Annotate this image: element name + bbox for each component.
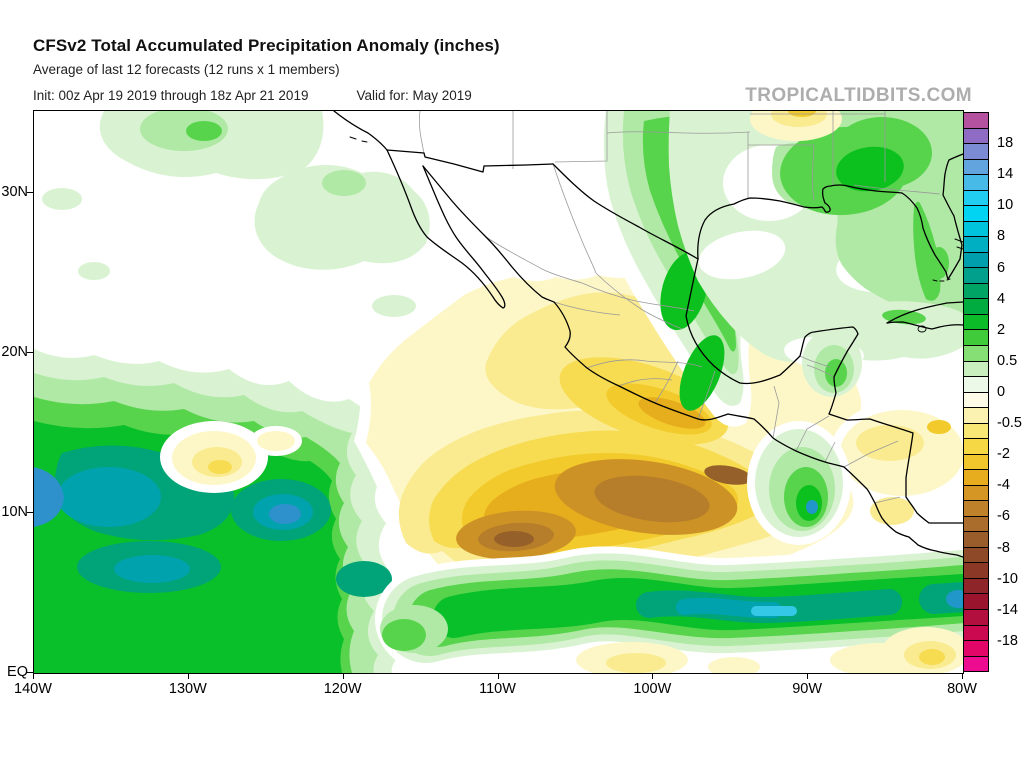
colorbar-tick-label: 0 bbox=[997, 384, 1006, 400]
colorbar-tick-label: -14 bbox=[997, 601, 1018, 618]
colorbar-cell bbox=[964, 190, 988, 207]
x-tick-mark bbox=[962, 673, 963, 679]
colorbar-cell bbox=[964, 423, 988, 440]
colorbar-cell bbox=[964, 594, 988, 610]
colorbar-cell bbox=[964, 439, 988, 455]
colorbar-cell bbox=[964, 656, 988, 672]
colorbar-tick-label: 0.5 bbox=[997, 352, 1018, 369]
colorbar-tick-label: 18 bbox=[997, 135, 1014, 152]
colorbar-tick-label: -0.5 bbox=[997, 415, 1022, 432]
colorbar-tick-label: -2 bbox=[997, 446, 1010, 463]
colorbar-cell bbox=[964, 221, 988, 238]
valid-label: Valid for: May 2019 bbox=[356, 88, 472, 103]
colorbar-cell bbox=[964, 454, 988, 471]
colorbar-cell bbox=[964, 392, 988, 409]
x-tick-mark bbox=[652, 673, 654, 679]
colorbar-tick-label: -6 bbox=[997, 508, 1010, 525]
y-tick-mark bbox=[27, 352, 33, 353]
colorbar-cell bbox=[964, 625, 988, 642]
colorbar-cell bbox=[964, 516, 988, 533]
colorbar-tick-label: -18 bbox=[997, 632, 1018, 649]
colorbar-cell bbox=[964, 159, 988, 176]
colorbar-tick-label: 8 bbox=[997, 228, 1006, 245]
colorbar-cell bbox=[964, 113, 988, 129]
colorbar-cell bbox=[964, 532, 988, 548]
colorbar-cell bbox=[964, 299, 988, 315]
colorbar-cell bbox=[964, 547, 988, 564]
colorbar-tick-label: -4 bbox=[997, 477, 1010, 494]
x-tick-label: 80W bbox=[947, 681, 977, 697]
init-valid-line: Init: 00z Apr 19 2019 through 18z Apr 21… bbox=[33, 88, 472, 103]
x-tick-label: 120W bbox=[323, 681, 362, 697]
x-tick-mark bbox=[187, 673, 189, 679]
colorbar-cell bbox=[964, 485, 988, 502]
precip-anomaly-field bbox=[34, 111, 963, 673]
colorbar-cell bbox=[964, 610, 988, 626]
colorbar-cell bbox=[964, 361, 988, 378]
page-title: CFSv2 Total Accumulated Precipitation An… bbox=[33, 36, 500, 55]
colorbar-cell bbox=[964, 283, 988, 300]
colorbar-cell bbox=[964, 252, 988, 269]
colorbar-tick-label: 4 bbox=[997, 290, 1006, 307]
colorbar-cell bbox=[964, 377, 988, 393]
colorbar-cell bbox=[964, 470, 988, 486]
map-frame bbox=[33, 110, 964, 674]
colorbar-cell bbox=[964, 501, 988, 517]
colorbar-cell bbox=[964, 408, 988, 424]
colorbar-tick-label: -8 bbox=[997, 539, 1010, 556]
y-tick-label: EQ bbox=[7, 664, 28, 680]
colorbar-tick-label: 2 bbox=[997, 321, 1006, 338]
x-tick-mark bbox=[497, 673, 499, 679]
colorbar-cell bbox=[964, 563, 988, 579]
x-tick-label: 110W bbox=[479, 681, 516, 697]
colorbar-cell bbox=[964, 314, 988, 331]
y-tick-mark bbox=[27, 192, 33, 193]
colorbar-cell bbox=[964, 206, 988, 222]
colorbar-cell bbox=[964, 144, 988, 160]
y-tick-label: 10N bbox=[1, 504, 28, 520]
watermark: TROPICALTIDBITS.COM bbox=[745, 85, 972, 106]
colorbar-tick-label: -10 bbox=[997, 570, 1018, 587]
colorbar-cell bbox=[964, 268, 988, 284]
init-label: Init: 00z Apr 19 2019 through 18z Apr 21… bbox=[33, 88, 309, 103]
x-tick-label: 100W bbox=[633, 681, 672, 697]
y-tick-mark bbox=[27, 672, 33, 673]
y-tick-label: 20N bbox=[1, 344, 28, 360]
colorbar-cell bbox=[964, 237, 988, 253]
colorbar-cell bbox=[964, 641, 988, 657]
state-borders bbox=[418, 111, 941, 504]
x-tick-label: 140W bbox=[14, 681, 52, 697]
x-tick-label: 90W bbox=[792, 681, 823, 697]
colorbar-cell bbox=[964, 175, 988, 191]
colorbar-tick-label: 14 bbox=[997, 166, 1014, 183]
x-tick-mark bbox=[33, 673, 34, 679]
x-tick-mark bbox=[342, 673, 344, 679]
coastlines bbox=[333, 111, 963, 558]
x-tick-label: 130W bbox=[168, 681, 207, 697]
colorbar-cell bbox=[964, 578, 988, 595]
y-tick-label: 30N bbox=[1, 184, 28, 200]
colorbar bbox=[963, 112, 989, 672]
y-tick-mark bbox=[27, 512, 33, 513]
colorbar-tick-label: 6 bbox=[997, 259, 1006, 276]
colorbar-cell bbox=[964, 128, 988, 145]
anomaly-map-svg bbox=[34, 111, 963, 673]
forecast-subtitle: Average of last 12 forecasts (12 runs x … bbox=[33, 62, 340, 77]
colorbar-cell bbox=[964, 345, 988, 362]
colorbar-cell bbox=[964, 330, 988, 346]
x-tick-mark bbox=[807, 673, 809, 679]
colorbar-tick-label: 10 bbox=[997, 197, 1014, 214]
